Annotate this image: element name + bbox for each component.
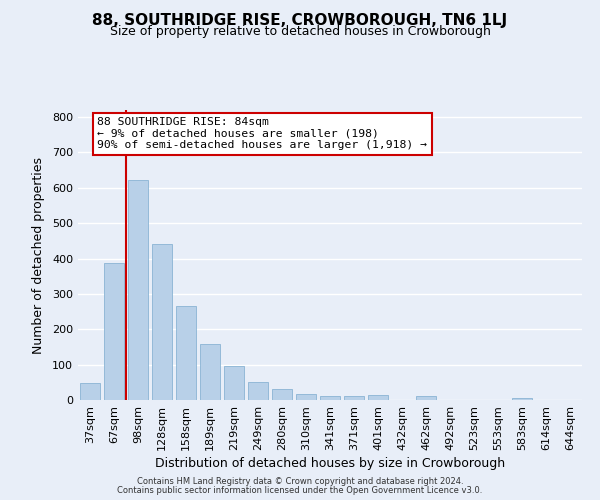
- Bar: [320, 396, 340, 400]
- Y-axis label: Number of detached properties: Number of detached properties: [32, 156, 45, 354]
- Bar: [296, 394, 316, 400]
- X-axis label: Distribution of detached houses by size in Crowborough: Distribution of detached houses by size …: [155, 457, 505, 470]
- Bar: [176, 306, 196, 400]
- Bar: [416, 396, 436, 400]
- Bar: [104, 263, 124, 400]
- Bar: [128, 180, 148, 400]
- Text: 88, SOUTHRIDGE RISE, CROWBOROUGH, TN6 1LJ: 88, SOUTHRIDGE RISE, CROWBOROUGH, TN6 1L…: [92, 12, 508, 28]
- Bar: [224, 366, 244, 400]
- Text: Contains HM Land Registry data © Crown copyright and database right 2024.: Contains HM Land Registry data © Crown c…: [137, 477, 463, 486]
- Text: Size of property relative to detached houses in Crowborough: Size of property relative to detached ho…: [110, 25, 490, 38]
- Bar: [344, 396, 364, 400]
- Text: 88 SOUTHRIDGE RISE: 84sqm
← 9% of detached houses are smaller (198)
90% of semi-: 88 SOUTHRIDGE RISE: 84sqm ← 9% of detach…: [97, 117, 427, 150]
- Bar: [512, 398, 532, 400]
- Bar: [368, 396, 388, 400]
- Bar: [80, 384, 100, 400]
- Bar: [248, 382, 268, 400]
- Bar: [200, 344, 220, 400]
- Text: Contains public sector information licensed under the Open Government Licence v3: Contains public sector information licen…: [118, 486, 482, 495]
- Bar: [152, 244, 172, 400]
- Bar: [272, 390, 292, 400]
